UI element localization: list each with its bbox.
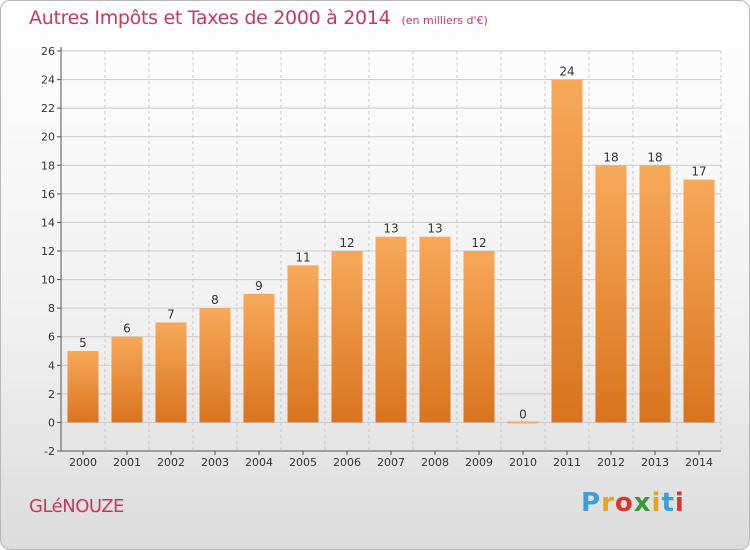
logo-letter: i (651, 488, 662, 518)
bar (331, 251, 363, 423)
logo-letter: i (674, 488, 685, 518)
bar (463, 251, 495, 423)
x-tick-label: 2003 (201, 456, 229, 469)
data-label: 9 (255, 279, 263, 293)
data-label: 7 (167, 307, 175, 321)
y-tick-label: 20 (41, 131, 55, 144)
x-tick-label: 2011 (553, 456, 581, 469)
bar (155, 322, 187, 423)
y-tick-label: 26 (41, 45, 55, 58)
data-label: 0 (519, 407, 527, 421)
y-tick-label: 6 (48, 331, 55, 344)
data-label: 12 (339, 236, 354, 250)
logo-letter: x (633, 488, 652, 518)
data-label: 18 (647, 150, 662, 164)
data-label: 5 (79, 336, 87, 350)
data-label: 8 (211, 293, 219, 307)
y-tick-label: 24 (41, 74, 55, 87)
x-tick-label: 2013 (641, 456, 669, 469)
chart-subtitle: (en milliers d'€) (401, 14, 488, 27)
y-tick-label: 18 (41, 159, 55, 172)
data-label: 18 (603, 150, 618, 164)
x-tick-label: 2010 (509, 456, 537, 469)
bar (595, 165, 627, 423)
y-tick-label: 14 (41, 216, 55, 229)
x-tick-label: 2008 (421, 456, 449, 469)
x-tick-label: 2007 (377, 456, 405, 469)
x-tick-label: 2004 (245, 456, 273, 469)
bar (551, 79, 583, 423)
x-tick-label: 2014 (685, 456, 713, 469)
data-label: 6 (123, 322, 131, 336)
labels: -202468101214161820222426520006200172002… (41, 45, 713, 469)
commune-name: GLéNOUZE (29, 496, 124, 517)
bar (111, 336, 143, 423)
chart-title-block: Autres Impôts et Taxes de 2000 à 2014 (e… (29, 7, 488, 29)
x-tick-label: 2009 (465, 456, 493, 469)
y-tick-label: 10 (41, 274, 55, 287)
bar (287, 265, 319, 423)
y-tick-label: 0 (48, 416, 55, 429)
data-label: 24 (559, 65, 574, 79)
bar (639, 165, 671, 423)
y-tick-label: 2 (48, 388, 55, 401)
y-tick-label: 16 (41, 188, 55, 201)
bars (67, 79, 715, 424)
axes (57, 47, 721, 455)
x-tick-label: 2001 (113, 456, 141, 469)
data-label: 12 (471, 236, 486, 250)
x-tick-label: 2000 (69, 456, 97, 469)
chart-title: Autres Impôts et Taxes de 2000 à 2014 (29, 7, 391, 29)
data-label: 13 (383, 222, 398, 236)
bar (243, 293, 275, 423)
data-label: 11 (295, 250, 310, 264)
data-label: 17 (691, 165, 706, 179)
data-label: 13 (427, 222, 442, 236)
bar (507, 421, 539, 424)
bar (683, 179, 715, 423)
y-tick-label: 8 (48, 302, 55, 315)
x-tick-label: 2006 (333, 456, 361, 469)
proxiti-logo[interactable]: Proxiti (581, 488, 685, 518)
y-tick-label: -2 (44, 445, 55, 458)
logo-letter: o (614, 488, 634, 518)
bar (67, 351, 99, 423)
logo-letter: P (581, 488, 602, 518)
x-tick-label: 2002 (157, 456, 185, 469)
y-tick-label: 4 (48, 359, 55, 372)
bar (419, 236, 451, 423)
bar (375, 236, 407, 423)
logo-letter: t (661, 488, 675, 518)
x-tick-label: 2005 (289, 456, 317, 469)
y-tick-label: 22 (41, 102, 55, 115)
x-tick-label: 2012 (597, 456, 625, 469)
bar (199, 308, 231, 423)
logo-letter: r (601, 488, 615, 518)
y-tick-label: 12 (41, 245, 55, 258)
